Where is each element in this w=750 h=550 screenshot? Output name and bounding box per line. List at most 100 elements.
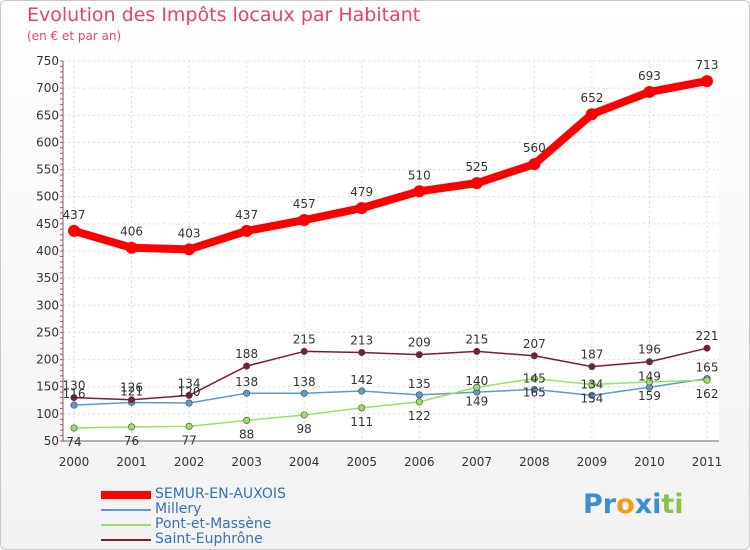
data-point [358, 404, 366, 412]
data-point [300, 411, 308, 419]
logo-letter: r [602, 489, 617, 520]
data-point [243, 389, 251, 397]
logo-letter: P [583, 489, 603, 520]
data-point [645, 358, 653, 366]
data-label: 162 [696, 387, 719, 401]
x-tick-label: 2001 [116, 455, 147, 469]
data-label: 693 [638, 69, 661, 83]
data-point [185, 391, 193, 399]
data-label: 138 [235, 375, 258, 389]
data-label: 149 [465, 394, 488, 408]
data-label: 213 [350, 334, 373, 348]
y-tick-label: 300 [36, 298, 59, 312]
y-tick-label: 650 [36, 108, 59, 122]
data-point [125, 241, 138, 254]
data-point [68, 224, 80, 237]
data-label: 121 [120, 384, 143, 398]
data-label: 221 [696, 329, 719, 343]
data-point [358, 349, 366, 357]
data-point [358, 387, 366, 395]
data-point [185, 399, 193, 407]
y-tick-label: 500 [36, 190, 59, 204]
data-label: 135 [408, 377, 431, 391]
legend-swatch [101, 509, 151, 511]
legend-label: SEMUR-EN-AUXOIS [155, 486, 286, 502]
data-label: 138 [293, 375, 316, 389]
legend-label: Saint-Euphrône [155, 531, 263, 547]
y-tick-label: 600 [36, 135, 59, 149]
data-label: 207 [523, 337, 546, 351]
data-point [128, 423, 136, 431]
data-label: 111 [350, 415, 373, 429]
y-tick-label: 50 [44, 434, 59, 448]
data-point [703, 376, 711, 384]
y-tick-label: 750 [36, 54, 59, 68]
logo-letter: o [616, 489, 635, 520]
y-tick-label: 400 [36, 244, 59, 258]
data-label: 165 [696, 361, 719, 375]
proxiti-logo: Proxiti [583, 489, 684, 520]
data-point [588, 381, 596, 389]
x-tick-label: 2004 [289, 455, 320, 469]
data-label: 209 [408, 336, 431, 350]
data-label: 122 [408, 409, 431, 423]
data-point [413, 185, 426, 198]
data-label: 74 [66, 435, 81, 449]
data-label: 145 [523, 371, 546, 385]
data-point [355, 202, 368, 215]
x-tick-label: 2006 [404, 455, 435, 469]
legend-swatch [101, 524, 151, 526]
chart-subtitle: (en € et par an) [27, 29, 122, 43]
y-tick-label: 450 [36, 217, 59, 231]
data-label: 403 [178, 226, 201, 240]
data-label: 134 [580, 377, 603, 391]
data-point [240, 224, 253, 237]
data-point [70, 401, 78, 409]
data-point [70, 424, 78, 432]
legend-label: Millery [155, 501, 202, 517]
x-tick-label: 2000 [59, 455, 90, 469]
data-point [300, 347, 308, 355]
data-point [585, 108, 598, 121]
y-tick-label: 700 [36, 81, 59, 95]
data-label: 120 [178, 385, 201, 399]
data-label: 116 [63, 387, 86, 401]
data-point [530, 385, 538, 393]
logo-letter: i [674, 489, 684, 520]
y-tick-label: 250 [36, 325, 59, 339]
x-tick-label: 2007 [462, 455, 493, 469]
data-point [415, 398, 423, 406]
data-label: 196 [638, 343, 661, 357]
data-point [415, 351, 423, 359]
data-label: 88 [239, 427, 254, 441]
data-label: 713 [696, 58, 719, 72]
chart-title: Evolution des Impôts locaux par Habitant [27, 4, 421, 26]
data-point [473, 383, 481, 391]
x-tick-label: 2011 [692, 455, 723, 469]
data-point [470, 177, 483, 190]
logo-letter: i [652, 489, 662, 520]
x-tick-label: 2005 [346, 455, 377, 469]
data-label: 134 [178, 376, 201, 390]
data-point [298, 214, 311, 227]
y-tick-label: 200 [36, 353, 59, 367]
x-tick-label: 2003 [231, 455, 262, 469]
data-point [185, 422, 193, 430]
data-label: 406 [120, 225, 143, 239]
data-label: 479 [350, 185, 373, 199]
x-tick-label: 2010 [634, 455, 665, 469]
data-label: 154 [580, 392, 603, 406]
data-label: 159 [638, 389, 661, 403]
data-label: 215 [465, 332, 488, 346]
data-point [415, 391, 423, 399]
data-point [300, 389, 308, 397]
data-label: 165 [523, 386, 546, 400]
y-tick-label: 150 [36, 380, 59, 394]
y-tick-label: 100 [36, 407, 59, 421]
data-point [643, 85, 656, 98]
series-line-0 [70, 77, 711, 254]
series-line-3 [73, 347, 708, 401]
data-label: 215 [293, 332, 316, 346]
